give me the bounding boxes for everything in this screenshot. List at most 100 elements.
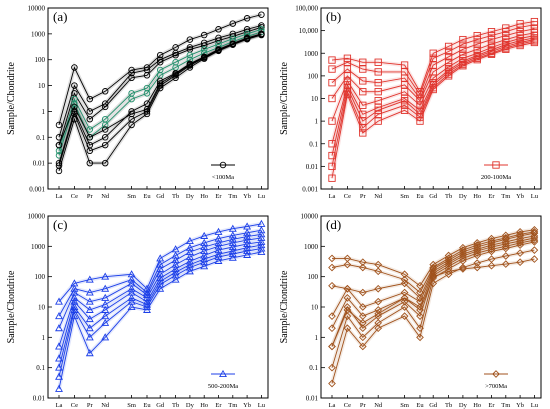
data-point <box>444 42 453 51</box>
data-point <box>156 284 165 292</box>
data-point <box>473 247 482 255</box>
data-point <box>374 68 382 76</box>
data-point <box>400 312 409 320</box>
data-point <box>258 30 265 38</box>
data-point <box>257 247 266 256</box>
data-point <box>328 281 336 290</box>
data-point <box>416 306 424 314</box>
data-point <box>185 267 194 275</box>
data-point <box>400 279 409 288</box>
data-point <box>55 121 63 129</box>
x-tick-label-eu: Eu <box>143 402 151 409</box>
data-point <box>459 254 467 263</box>
data-point <box>55 342 63 350</box>
x-tick-label-ho: Ho <box>200 193 208 200</box>
data-point <box>416 97 424 105</box>
data-point <box>85 349 94 357</box>
data-point <box>487 245 496 254</box>
data-point <box>257 240 266 249</box>
data-point <box>502 28 510 36</box>
y-tick-label: 10 <box>38 304 46 312</box>
data-point <box>243 228 252 236</box>
data-point <box>343 284 352 293</box>
data-point <box>55 372 63 380</box>
data-point <box>516 241 524 249</box>
panel-label: (d) <box>326 217 341 232</box>
data-point <box>444 254 453 263</box>
data-point <box>374 297 383 306</box>
data-point <box>85 333 94 341</box>
data-point <box>71 115 78 123</box>
data-point <box>128 74 135 82</box>
data-point <box>215 37 222 44</box>
data-point <box>143 305 151 313</box>
data-point <box>487 35 496 44</box>
panel-label: (b) <box>326 9 341 24</box>
y-tick-label: 1 <box>315 118 319 126</box>
data-point <box>487 28 496 36</box>
data-point <box>459 40 467 48</box>
x-tick-label-pr: Pr <box>360 193 367 200</box>
y-tick-label: 0.1 <box>36 364 45 372</box>
x-tick-label-er: Er <box>488 402 495 409</box>
y-tick-label: 1000 <box>304 243 319 251</box>
data-point <box>487 243 496 251</box>
data-point <box>156 80 164 87</box>
data-point <box>487 50 496 58</box>
x-tick-label-dy: Dy <box>186 193 195 200</box>
data-point <box>186 61 194 68</box>
data-point <box>185 236 194 245</box>
plot-frame <box>47 215 269 399</box>
data-point <box>200 231 209 239</box>
y-tick-label: 0.01 <box>306 163 319 171</box>
data-point <box>156 58 164 66</box>
data-point <box>473 35 481 44</box>
y-tick-label: 1 <box>42 334 46 342</box>
data-point <box>86 126 94 133</box>
data-point <box>228 231 237 239</box>
data-point <box>200 46 208 53</box>
data-point <box>186 44 194 51</box>
data-point <box>127 284 136 292</box>
data-point <box>257 226 266 234</box>
data-point <box>530 21 539 29</box>
data-point <box>214 234 223 242</box>
data-point <box>374 324 383 333</box>
data-point <box>257 230 266 238</box>
data-point <box>143 110 151 118</box>
y-tick-label: 10,000 <box>299 27 319 35</box>
legend-label: 200-100Ma <box>481 174 511 181</box>
data-point <box>328 363 336 372</box>
data-point <box>200 42 208 49</box>
data-point <box>459 252 467 260</box>
data-point <box>156 280 165 288</box>
data-point <box>86 95 94 103</box>
y-axis-label: Sample/Chondrite <box>279 62 290 135</box>
data-point <box>328 117 336 125</box>
data-point <box>228 238 237 246</box>
data-point <box>214 256 223 264</box>
data-point <box>101 272 110 280</box>
data-point <box>85 314 94 323</box>
data-point <box>101 312 110 320</box>
data-point <box>185 252 194 260</box>
y-axis-label: Sample/Chondrite <box>6 62 17 135</box>
data-point <box>214 252 223 260</box>
data-point <box>343 54 352 62</box>
data-point <box>71 95 78 103</box>
data-point <box>200 251 209 259</box>
panel-label: (c) <box>53 217 67 232</box>
y-tick-label: 0.001 <box>29 186 45 194</box>
data-point <box>400 275 409 284</box>
data-point <box>358 288 367 297</box>
data-point <box>86 108 94 115</box>
data-point <box>358 263 367 272</box>
data-point <box>501 244 510 253</box>
x-tick-label-gd: Gd <box>156 402 165 409</box>
data-point <box>516 249 524 257</box>
data-point <box>359 129 367 137</box>
x-tick-label-nd: Nd <box>374 193 383 200</box>
data-point <box>400 297 409 306</box>
data-point <box>487 261 496 270</box>
x-tick-label-dy: Dy <box>186 402 195 409</box>
